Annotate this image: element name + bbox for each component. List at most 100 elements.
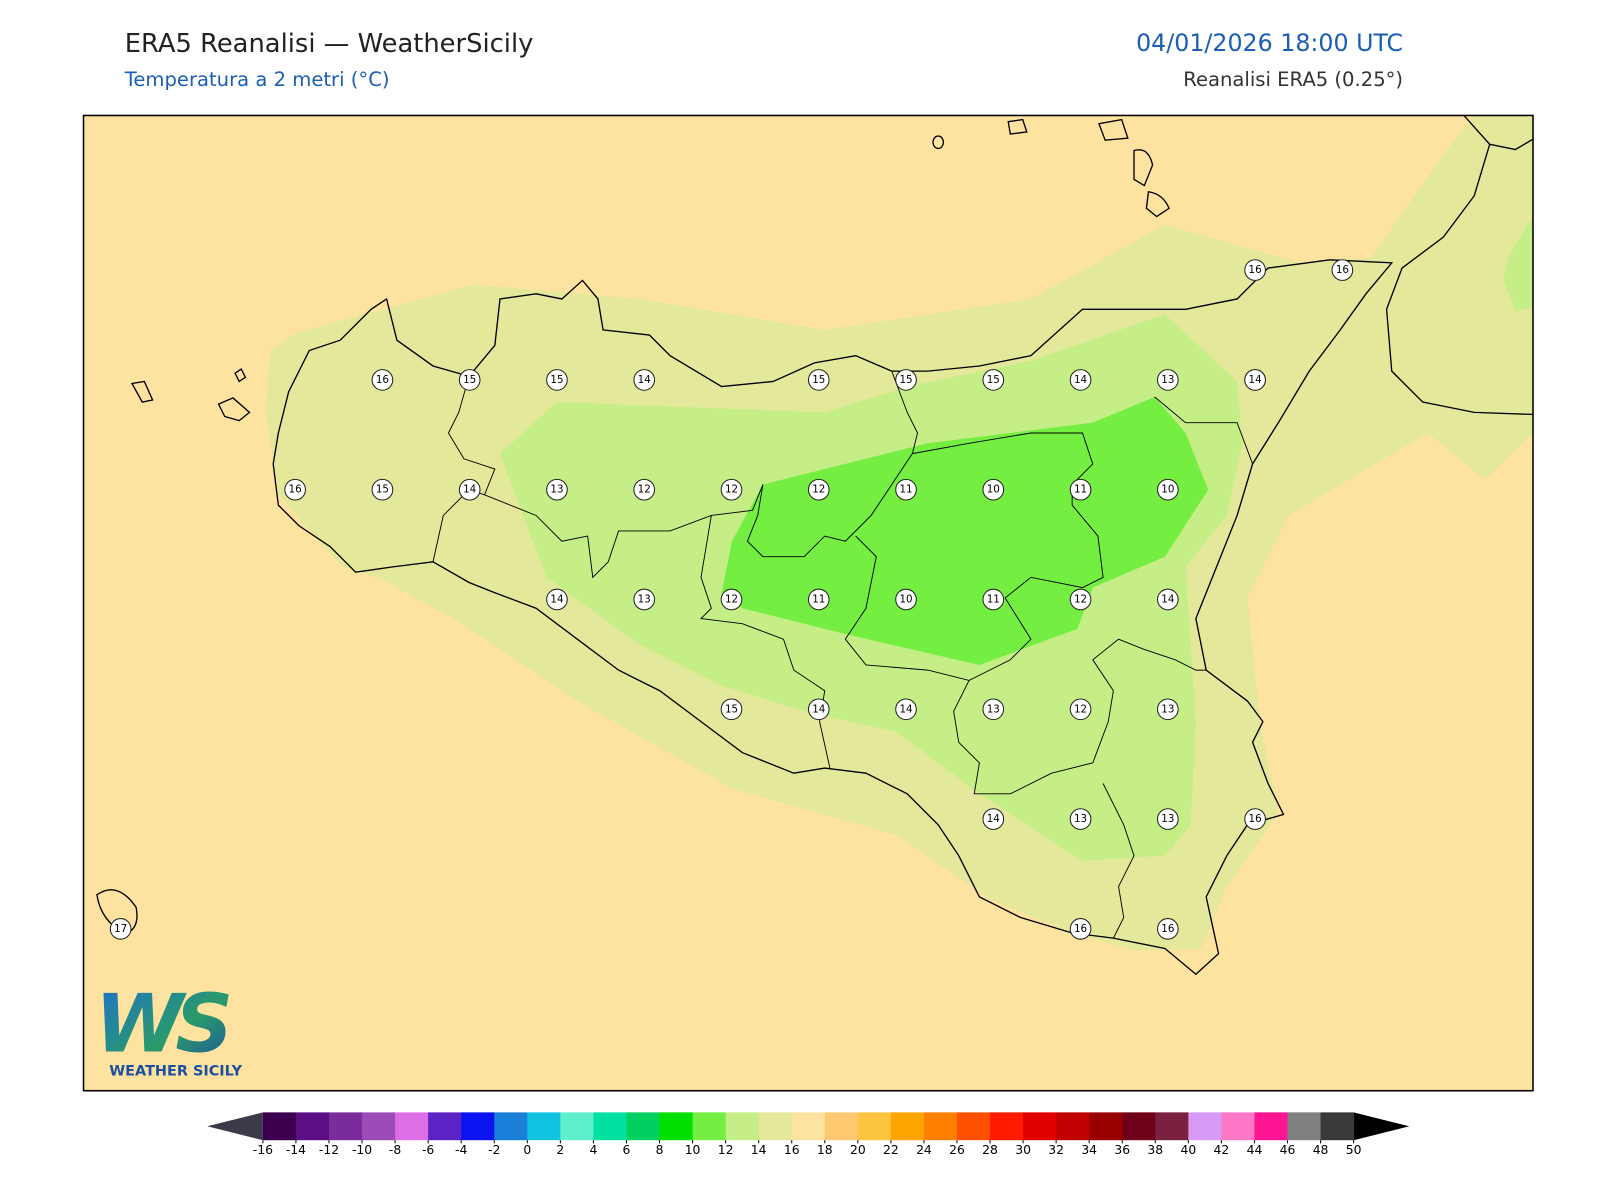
border [484,484,764,579]
station-marker [1069,478,1092,501]
station-marker [895,588,917,611]
border [1102,783,1135,939]
station-value: 11 [987,593,1000,605]
title: ERA5 Reanalisi — WeatherSicily [125,29,534,59]
border [1154,396,1254,465]
colorbar-tick-label: -12 [319,1143,339,1157]
station-marker [982,369,1005,391]
station-value: 13 [638,593,651,605]
colorbar-box [692,1112,727,1141]
colorbar-box [626,1112,661,1141]
colorbar-tick-label: -14 [286,1143,306,1157]
colorbar-tick-label: 20 [850,1143,866,1157]
station-marker [546,588,568,611]
colorbar-box [527,1112,561,1141]
colorbar-tick-label: -10 [352,1143,372,1157]
colorbar-tick-label: 14 [751,1143,767,1157]
station-value: 12 [1074,593,1087,605]
station-marker [807,369,830,391]
colorbar-tick-label: -6 [422,1143,434,1157]
colorbar-tick-label: -16 [253,1143,273,1157]
station-marker [371,369,394,391]
map-frame [82,114,1534,1092]
station-marker [1157,698,1179,721]
station-value: 15 [899,374,912,386]
colorbar-tick-label: 12 [718,1143,734,1157]
station-marker [109,918,132,940]
station-marker [807,698,830,721]
station-marker [633,478,656,501]
station-marker [1244,808,1266,830]
colorbar-tick-label: 48 [1313,1143,1329,1157]
logo: WS WEATHER SICILY [95,977,243,1080]
logo-mark: WS [95,977,229,1071]
colorbar-box [262,1112,297,1141]
colorbar-box [659,1112,694,1141]
colorbar-box [956,1112,991,1141]
station-value: 14 [638,374,651,386]
station-value: 16 [1336,264,1349,276]
colorbar-tick-label: 32 [1048,1143,1064,1157]
station-marker [1069,369,1092,391]
colorbar-box [990,1112,1024,1141]
station-marker [720,588,743,611]
station-marker [982,698,1005,721]
station-value: 12 [638,484,651,496]
station-value: 12 [1074,703,1087,715]
station-marker [982,478,1005,501]
station-marker [1069,808,1092,830]
colorbar-box [824,1112,859,1141]
contour-12-14 [1503,216,1533,312]
station-marker [546,369,568,391]
colorbar-tick-label: 38 [1147,1143,1163,1157]
station-marker [720,698,743,721]
islands [96,118,1170,935]
colorbar-box [560,1112,594,1141]
colorbar-tick-label: 40 [1180,1143,1196,1157]
station-marker [1157,588,1179,611]
colorbar-box [1122,1112,1156,1141]
station-value: 14 [1161,593,1174,605]
colorbar-tick-label: 46 [1280,1143,1296,1157]
colorbar-tick-label: 6 [623,1143,631,1157]
colorbar-tick-label: 36 [1114,1143,1130,1157]
station-marker [1157,918,1179,940]
station-marker [1069,588,1092,611]
station-value: 16 [1161,923,1174,935]
colorbar-box [494,1112,528,1141]
station-marker [458,369,481,391]
border [746,453,913,558]
colorbar-tick-label: -8 [389,1143,401,1157]
station-value: 10 [987,484,1000,496]
station-value: 14 [987,813,1000,825]
colorbar-box [593,1112,627,1141]
station-marker [895,369,917,391]
colorbar-tick-label: 4 [589,1143,597,1157]
station-marker [633,369,656,391]
colorbar-box [1188,1112,1222,1141]
colorbar-box [1320,1112,1355,1141]
colorbar-box [362,1112,396,1141]
station-value: 14 [1074,374,1087,386]
colorbar-tick-label: 10 [685,1143,701,1157]
station-marker [458,478,481,501]
station-value: 13 [1161,374,1174,386]
colorbar-box [295,1112,330,1141]
colorbar-box [1056,1112,1090,1141]
calabria-coast [1385,115,1533,416]
colorbar-box [857,1112,892,1141]
station-value: 14 [463,484,476,496]
colorbar-tick-label: -2 [488,1143,500,1157]
station-value: 10 [899,593,912,605]
station-value: 15 [376,484,389,496]
station-value: 17 [114,923,127,935]
station-value: 13 [987,703,1000,715]
colorbar-box [328,1112,363,1141]
datetime: 04/01/2026 18:00 UTC [1136,29,1403,57]
station-value: 13 [1074,813,1087,825]
colorbar-tick-label: 24 [916,1143,932,1157]
colorbar-tick-label: 50 [1346,1143,1362,1157]
station-value: 12 [812,484,825,496]
station-value: 15 [987,374,1000,386]
